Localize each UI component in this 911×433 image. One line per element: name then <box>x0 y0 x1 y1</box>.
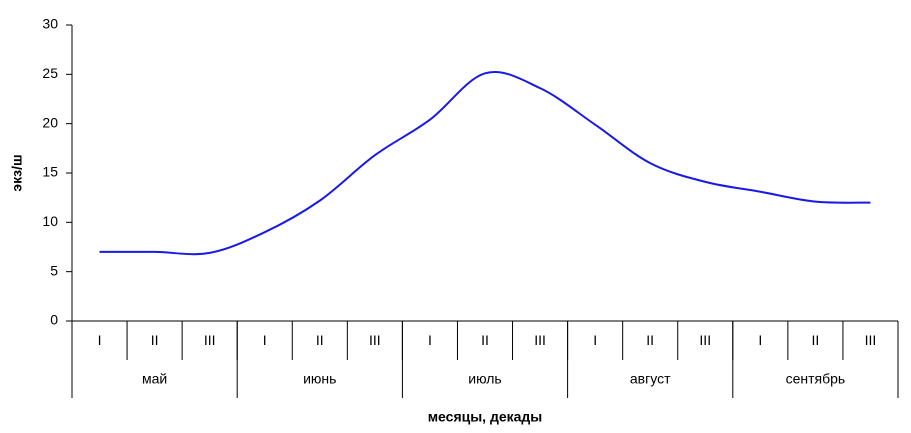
group-label: август <box>630 371 671 387</box>
y-tick-label: 25 <box>42 65 58 81</box>
y-tick-label: 0 <box>50 312 58 328</box>
x-tick-label: III <box>865 332 877 348</box>
x-axis-label: месяцы, декады <box>428 409 543 425</box>
x-tick-label: I <box>758 332 762 348</box>
data-line <box>99 71 871 256</box>
x-tick-label: II <box>646 332 654 348</box>
group-label: май <box>142 371 167 387</box>
x-tick-label: III <box>534 332 546 348</box>
x-tick-label: II <box>481 332 489 348</box>
group-label: сентябрь <box>786 371 846 387</box>
y-axis-label: экз/ш <box>9 154 25 191</box>
y-tick-label: 10 <box>42 213 58 229</box>
x-tick-label: I <box>593 332 597 348</box>
x-tick-label: II <box>151 332 159 348</box>
y-tick-label: 15 <box>42 164 58 180</box>
y-tick-label: 5 <box>50 262 58 278</box>
x-tick-label: I <box>263 332 267 348</box>
x-tick-label: II <box>812 332 820 348</box>
y-tick-label: 20 <box>42 114 58 130</box>
group-label: июнь <box>303 371 336 387</box>
x-tick-label: II <box>316 332 324 348</box>
x-tick-label: III <box>699 332 711 348</box>
x-tick-label: I <box>428 332 432 348</box>
x-tick-label: III <box>204 332 216 348</box>
x-tick-label: I <box>98 332 102 348</box>
y-tick-label: 30 <box>42 16 58 32</box>
group-label: июль <box>468 371 501 387</box>
x-tick-label: III <box>369 332 381 348</box>
